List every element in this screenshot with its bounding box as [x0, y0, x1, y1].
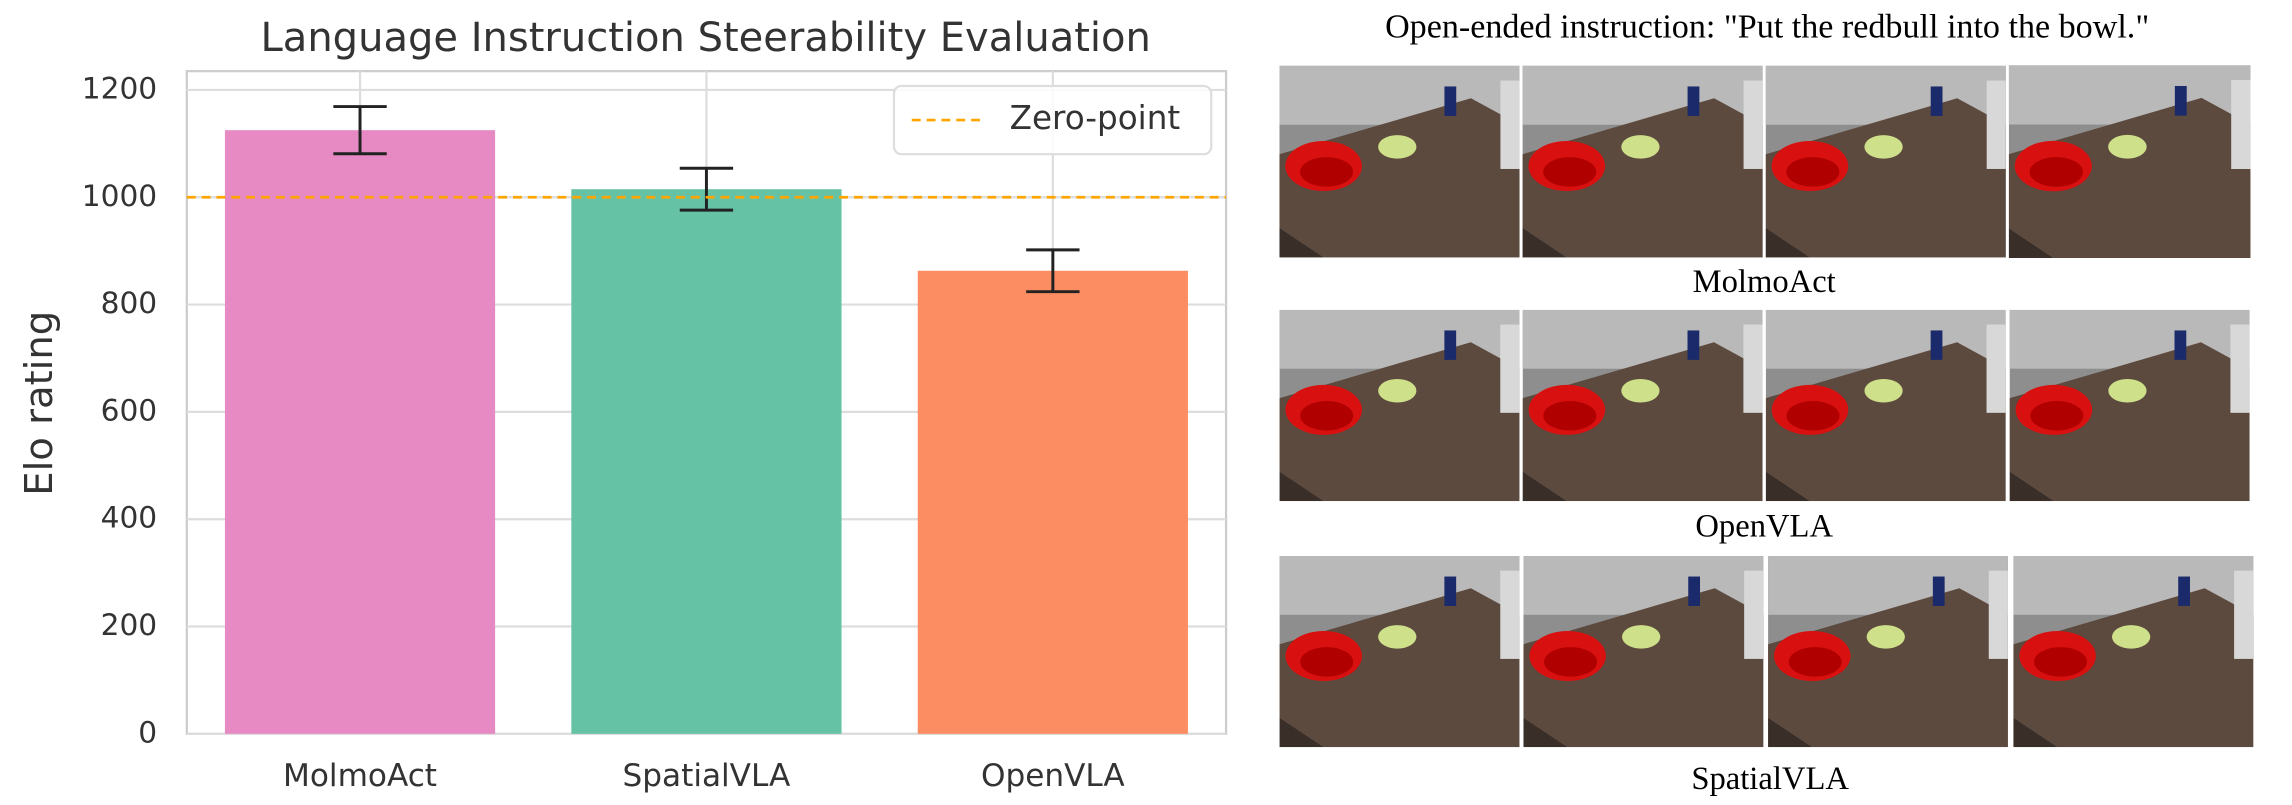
- frame: [1522, 309, 1763, 502]
- y-tick-label: 200: [101, 607, 158, 642]
- y-tick-label: 600: [101, 392, 158, 427]
- caption: MolmoAct: [1693, 264, 1836, 300]
- frame: [2008, 65, 2251, 258]
- frame: [1768, 555, 2008, 748]
- caption: OpenVLA: [1695, 509, 1833, 545]
- panel-title: Open-ended instruction: "Put the redbull…: [1385, 8, 2149, 45]
- bar: [917, 270, 1188, 734]
- frame: [1279, 65, 1520, 258]
- caption: SpatialVLA: [1691, 761, 1849, 797]
- frame: [1765, 309, 2006, 502]
- x-tick-label: MolmoAct: [283, 758, 437, 794]
- bar: [571, 189, 842, 734]
- x-tick-label: SpatialVLA: [623, 758, 792, 794]
- x-tick-label: OpenVLA: [981, 758, 1125, 794]
- y-tick-label: 400: [101, 500, 158, 535]
- legend-label: Zero-point: [1010, 99, 1181, 137]
- bar: [224, 130, 496, 734]
- frame: [1522, 65, 1763, 258]
- frame: [2013, 555, 2254, 748]
- image-panel: Open-ended instruction: "Put the redbull…: [1279, 8, 2254, 797]
- frame: [1279, 309, 1520, 502]
- y-tick-label: 800: [101, 285, 158, 320]
- frame: [1523, 555, 1764, 748]
- frame: [1765, 65, 2006, 258]
- frame: [1279, 555, 1520, 748]
- chart-title: Language Instruction Steerability Evalua…: [261, 15, 1151, 61]
- y-axis-label: Elo rating: [17, 311, 62, 496]
- y-tick-label: 0: [138, 714, 157, 749]
- frame: [2009, 309, 2250, 502]
- legend-box: [892, 84, 1213, 156]
- y-tick-label: 1200: [82, 70, 157, 105]
- bar-chart: Language Instruction Steerability Evalua…: [17, 15, 1228, 794]
- y-tick-label: 1000: [82, 178, 157, 213]
